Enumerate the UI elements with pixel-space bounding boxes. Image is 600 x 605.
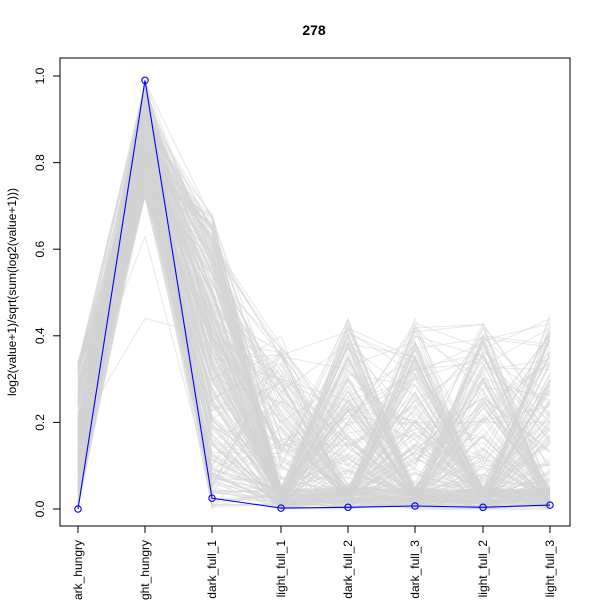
x-tick-label: ght_hungry [138,540,152,600]
series-point [277,504,285,512]
y-axis: 0.0 0.2 0.4 0.6 0.8 1.0 [33,67,61,517]
background-profile-line [77,190,551,509]
y-tick-label: 0.2 [33,414,47,431]
background-profile-line [77,107,551,506]
background-profile-line [77,186,551,509]
x-tick-label: light_full_3 [543,540,557,598]
background-profile-line [77,105,551,507]
series-point [208,494,216,502]
x-tick-label: ark_hungry [71,540,85,600]
background-profile-line [77,153,551,505]
x-tick-label: dark_full_3 [408,540,422,599]
chart-title: 278 [302,22,326,38]
series-point [411,502,419,510]
series-point [546,501,554,509]
background-profile-line [77,162,551,507]
background-profile-line [77,144,551,508]
series-point [344,503,352,512]
x-axis: ark_hungry ght_hungry dark_full_1 light_ful… [71,525,557,600]
y-tick-label: 0.8 [33,154,47,171]
y-tick-label: 0.4 [33,327,47,344]
background-profile-line [77,159,551,505]
y-tick-label: 0.6 [33,241,47,258]
x-tick-label: dark_full_2 [341,540,355,599]
y-tick-label: 1.0 [33,67,47,84]
background-profile-line [77,181,551,504]
background-profile-line [77,96,551,498]
background-profile-line [77,100,551,503]
background-profile-line [77,164,551,495]
background-profile-line [77,176,551,496]
x-tick-label: dark_full_1 [205,540,219,599]
background-profile-line [77,159,551,509]
y-axis-label: log2(value+1)/sqrt(sum(log2(value+1))) [5,188,19,396]
series-line [77,80,551,510]
x-tick-label: light_full_2 [476,540,490,598]
series-point [74,505,82,513]
series-point [479,503,487,512]
background-profile-line [77,154,551,505]
background-profile-line [77,145,551,510]
x-tick-label: light_full_1 [274,540,288,598]
highlighted-series [74,76,554,513]
y-tick-label: 0.0 [33,500,47,517]
background-profile-line [77,131,551,505]
series-point [141,76,149,85]
background-profile-line [77,160,551,503]
